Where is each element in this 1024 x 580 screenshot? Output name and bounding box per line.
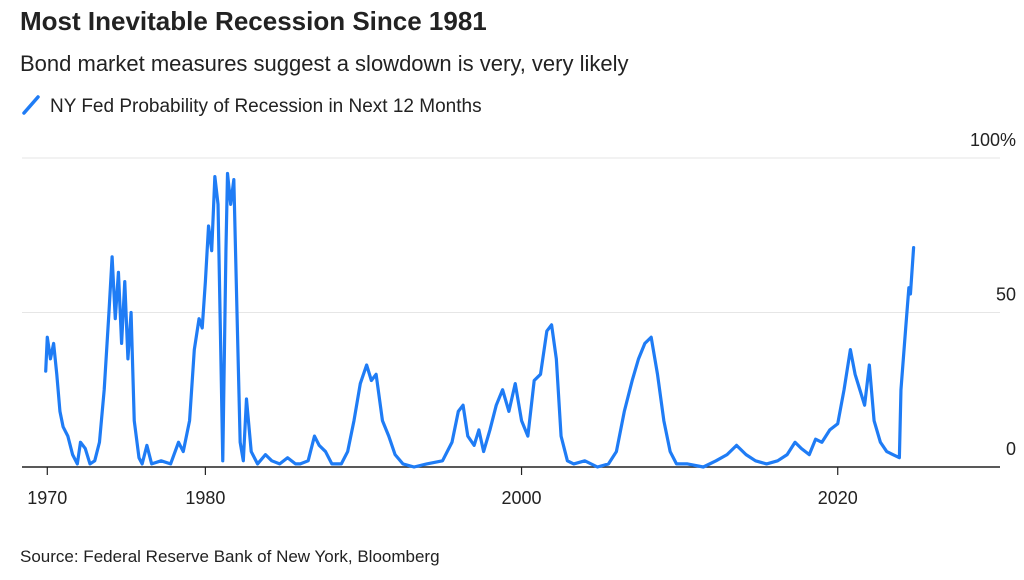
series-line: [44, 171, 916, 469]
chart-subtitle: Bond market measures suggest a slowdown …: [20, 51, 629, 76]
legend-label: NY Fed Probability of Recession in Next …: [50, 96, 482, 117]
legend-swatch: [22, 95, 40, 115]
chart-title: Most Inevitable Recession Since 1981: [20, 6, 487, 36]
x-tick-label: 1970: [27, 488, 67, 508]
y-tick-label: 50: [996, 285, 1016, 305]
x-tick-label: 1980: [185, 488, 225, 508]
x-tick-label: 2000: [502, 488, 542, 508]
source-note: Source: Federal Reserve Bank of New York…: [20, 547, 440, 566]
y-tick-label: 0: [1006, 439, 1016, 459]
y-tick-label: 100%: [970, 130, 1016, 150]
x-tick-label: 2020: [818, 488, 858, 508]
